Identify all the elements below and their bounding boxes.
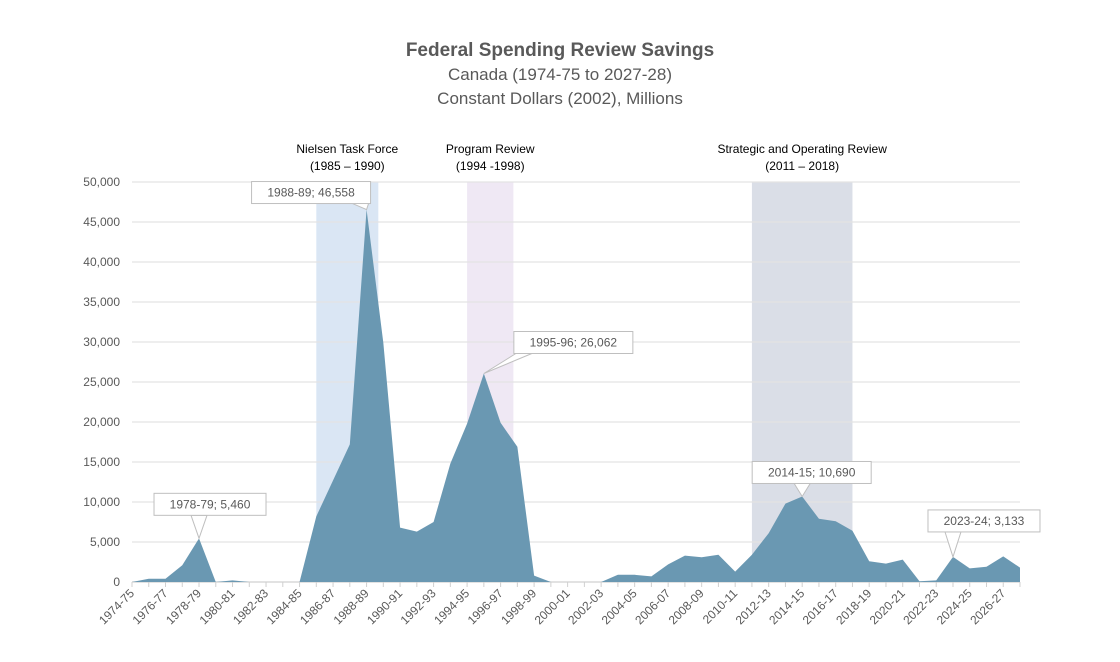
y-tick-label: 20,000 — [83, 415, 120, 429]
callout-pointer — [944, 531, 962, 559]
x-tick-label: 2014-15 — [766, 586, 807, 627]
y-tick-label: 50,000 — [83, 175, 120, 189]
callout-box — [153, 492, 267, 516]
x-tick-label: 2008-09 — [666, 586, 707, 627]
callout-label: 2014-15; 10,690 — [768, 465, 856, 479]
x-tick-label: 1980-81 — [197, 586, 238, 627]
chart-subtitle-units: Constant Dollars (2002), Millions — [437, 89, 683, 108]
x-tick-label: 2016-17 — [800, 586, 841, 627]
x-tick-label: 2006-07 — [632, 586, 673, 627]
x-tick-label: 1982-83 — [230, 586, 271, 627]
callout-box — [251, 181, 372, 205]
x-tick-label: 2002-03 — [565, 586, 606, 627]
x-tick-label: 2010-11 — [700, 586, 741, 627]
band-period: (1994 -1998) — [456, 159, 525, 173]
x-tick-label: 2024-25 — [934, 586, 975, 627]
x-tick-label: 2004-05 — [599, 586, 640, 627]
band-label: Program Review — [446, 142, 535, 156]
y-tick-label: 5,000 — [90, 535, 120, 549]
y-tick-label: 25,000 — [83, 375, 120, 389]
x-tick-label: 2020-21 — [867, 586, 908, 627]
y-tick-label: 15,000 — [83, 455, 120, 469]
callout-box — [927, 509, 1041, 533]
callout-label: 2023-24; 3,133 — [944, 514, 1025, 528]
x-tick-label: 1976-77 — [130, 586, 171, 627]
band-period: (2011 – 2018) — [765, 159, 839, 173]
band-label: Strategic and Operating Review — [717, 142, 887, 156]
y-tick-label: 40,000 — [83, 255, 120, 269]
x-tick-label: 1994-95 — [431, 586, 472, 627]
callout-pointer — [190, 514, 208, 540]
x-tick-label: 1984-85 — [264, 586, 305, 627]
x-tick-label: 1996-97 — [465, 586, 506, 627]
x-tick-label: 1990-91 — [364, 586, 405, 627]
x-tick-label: 1992-93 — [398, 586, 439, 627]
callout-label: 1978-79; 5,460 — [170, 497, 251, 511]
x-tick-label: 1974-75 — [96, 586, 137, 627]
x-tick-label: 1988-89 — [331, 586, 372, 627]
x-tick-label: 2000-01 — [532, 586, 573, 627]
band-label: Nielsen Task Force — [296, 142, 398, 156]
band-period: (1985 – 1990) — [310, 159, 385, 173]
x-tick-label: 2022-23 — [900, 586, 941, 627]
x-tick-label: 2012-13 — [733, 586, 774, 627]
x-tick-label: 2018-19 — [833, 586, 874, 627]
chart-subtitle: Canada (1974-75 to 2027-28) — [448, 65, 672, 84]
x-tick-label: 1998-99 — [498, 586, 539, 627]
y-tick-label: 35,000 — [83, 295, 120, 309]
x-tick-label: 2026-27 — [967, 586, 1008, 627]
callout-label: 1988-89; 46,558 — [267, 186, 355, 200]
savings-area — [132, 209, 1020, 582]
y-tick-label: 45,000 — [83, 215, 120, 229]
x-tick-label: 1986-87 — [297, 586, 338, 627]
x-tick-label: 1978-79 — [163, 586, 204, 627]
y-tick-label: 10,000 — [83, 495, 120, 509]
callout-label: 1995-96; 26,062 — [530, 336, 618, 350]
callout-box — [751, 460, 872, 484]
y-tick-label: 0 — [113, 575, 120, 589]
y-tick-label: 30,000 — [83, 335, 120, 349]
callout-box — [513, 331, 634, 355]
chart-title: Federal Spending Review Savings — [405, 40, 715, 61]
